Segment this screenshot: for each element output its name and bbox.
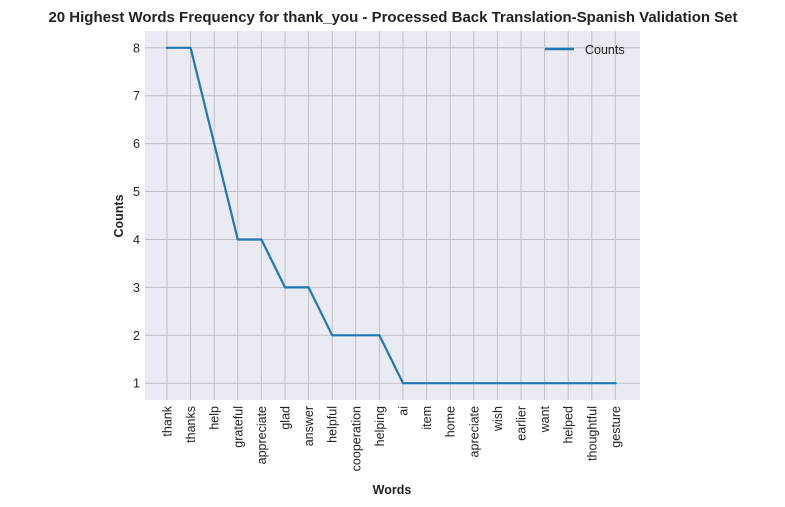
x-tick-label: ai [397,406,411,416]
x-tick-label: help [208,406,222,430]
x-axis-label: Words [373,483,412,497]
x-tick-label: answer [302,406,316,446]
y-tick-label: 2 [133,329,140,343]
x-tick-label: helping [373,406,387,446]
x-tick-label: gesture [609,406,623,448]
y-tick-labels: 1 2 3 4 5 6 7 8 [133,41,140,390]
x-tick-label: helped [562,406,576,444]
x-tick-label: appreciate [255,406,269,464]
y-tick-label: 3 [133,281,140,295]
x-tick-labels: thank thanks help grateful appreciate glad ans… [161,405,623,471]
y-tick-label: 6 [133,137,140,151]
y-tick-label: 1 [133,377,140,391]
legend: Counts [545,43,625,57]
x-tick-label: helpful [326,406,340,443]
plot-area [145,31,640,400]
y-tick-label: 8 [133,41,140,55]
x-tick-label: cooperation [349,406,363,471]
y-tick-label: 7 [133,89,140,103]
x-tick-label: wish [491,406,505,432]
x-tick-label: home [444,406,458,437]
x-tick-label: thank [161,405,175,436]
x-tick-label: thoughtful [585,406,599,461]
x-tick-label: item [420,406,434,430]
chart-title: 20 Highest Words Frequency for thank_you… [48,9,737,26]
y-axis-label: Counts [112,194,126,237]
x-tick-label: glad [279,406,293,430]
y-tick-label: 5 [133,185,140,199]
series-line-counts [165,46,617,385]
x-tick-label: grateful [231,406,245,448]
y-tick-label: 4 [133,233,140,247]
legend-label: Counts [585,43,625,57]
x-gridlines [166,31,616,400]
x-tick-label: want [538,405,552,433]
x-tick-label: earlier [515,406,529,441]
x-tick-label: apreciate [467,406,481,457]
x-tick-label: thanks [184,406,198,443]
y-gridlines [145,47,640,384]
